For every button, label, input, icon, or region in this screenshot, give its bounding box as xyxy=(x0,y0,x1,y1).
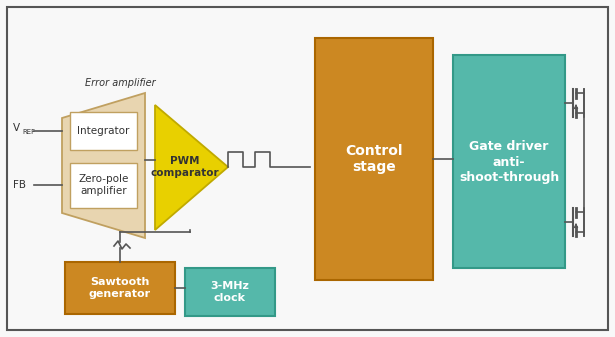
Text: PWM
comparator: PWM comparator xyxy=(151,156,220,178)
Polygon shape xyxy=(62,93,145,238)
Text: Sawtooth
generator: Sawtooth generator xyxy=(89,277,151,299)
Text: Zero-pole
amplifier: Zero-pole amplifier xyxy=(78,174,129,196)
Text: Error amplifier: Error amplifier xyxy=(85,78,156,88)
Text: Integrator: Integrator xyxy=(77,126,130,136)
Text: 3-MHz
clock: 3-MHz clock xyxy=(210,281,250,303)
FancyBboxPatch shape xyxy=(70,112,137,150)
Text: Gate driver
anti-
shoot-through: Gate driver anti- shoot-through xyxy=(459,141,559,184)
FancyBboxPatch shape xyxy=(315,38,433,280)
FancyBboxPatch shape xyxy=(65,262,175,314)
Text: REF: REF xyxy=(22,129,35,135)
Polygon shape xyxy=(155,105,228,230)
Text: V: V xyxy=(13,123,20,133)
FancyBboxPatch shape xyxy=(70,163,137,208)
Text: Control
stage: Control stage xyxy=(345,144,403,174)
FancyBboxPatch shape xyxy=(453,55,565,268)
Text: FB: FB xyxy=(13,180,26,190)
FancyBboxPatch shape xyxy=(185,268,275,316)
FancyBboxPatch shape xyxy=(7,7,608,330)
